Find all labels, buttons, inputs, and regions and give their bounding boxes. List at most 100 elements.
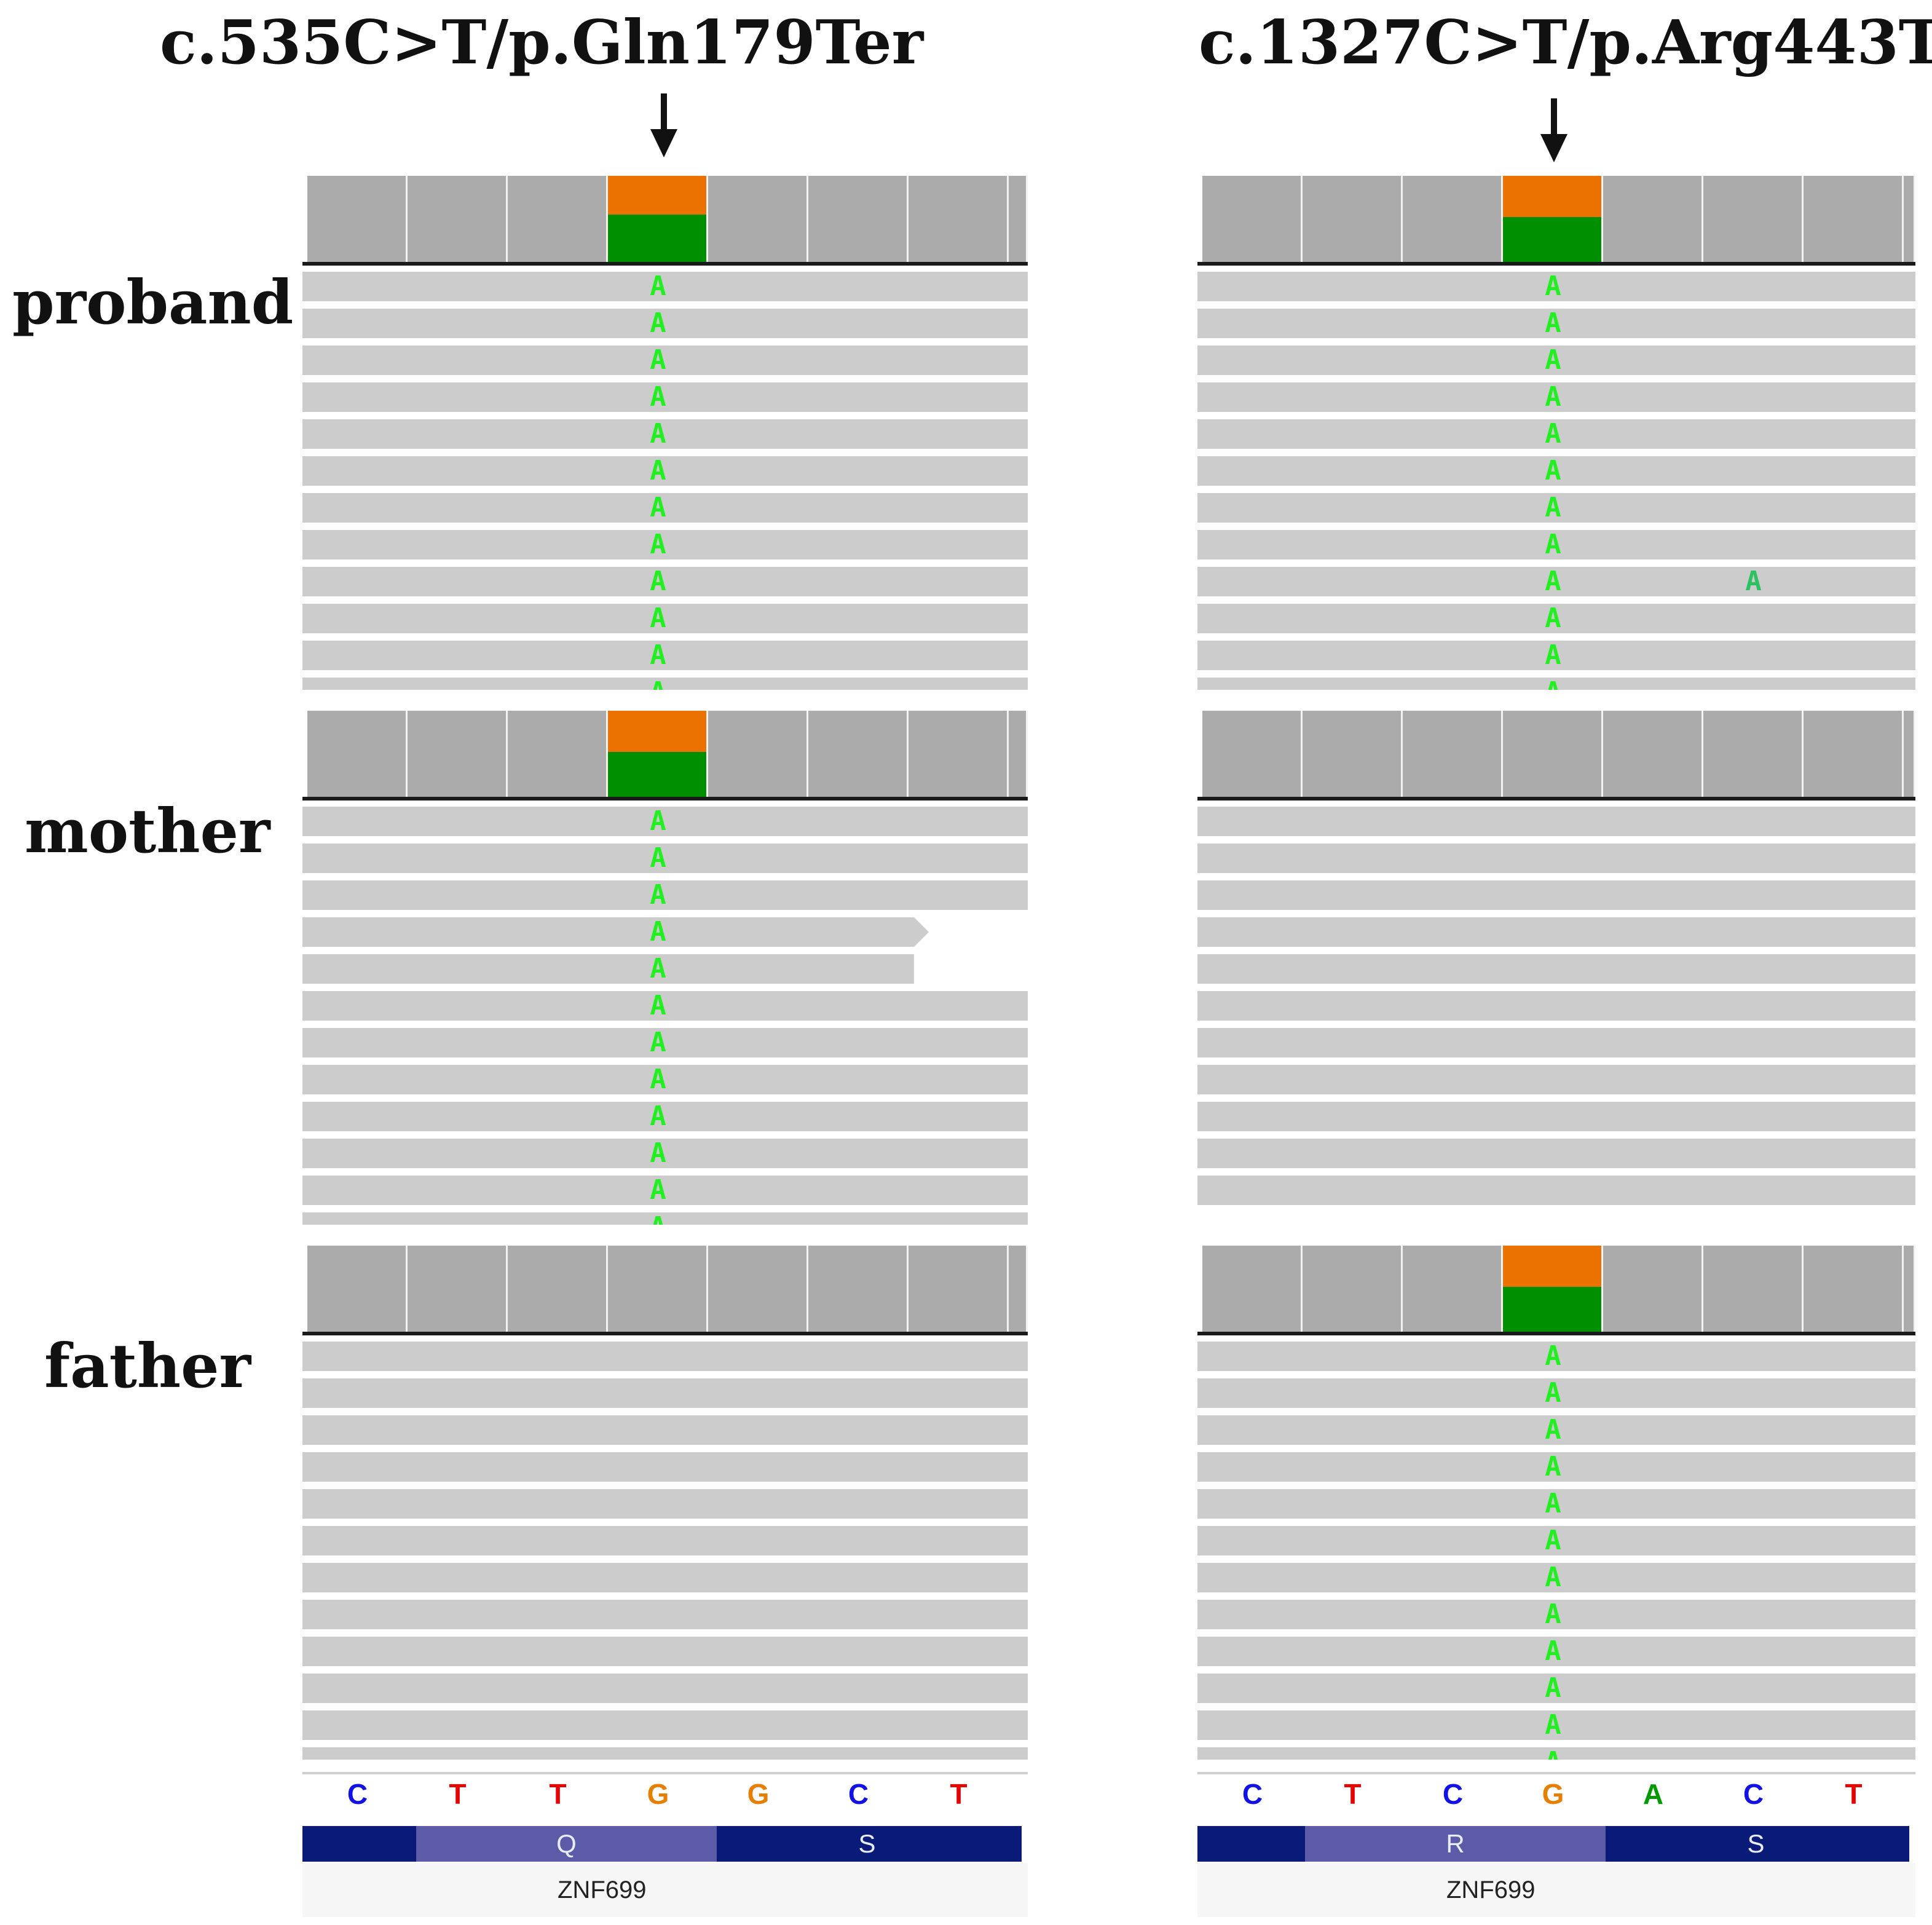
aligned-read[interactable] <box>302 1342 1028 1371</box>
aligned-read[interactable] <box>1197 807 1915 836</box>
aligned-read[interactable] <box>1197 1176 1915 1205</box>
track-separator <box>302 1332 1028 1335</box>
aligned-read[interactable] <box>302 1028 1028 1057</box>
aligned-read[interactable] <box>302 917 914 947</box>
aligned-read[interactable] <box>302 493 1028 523</box>
aligned-read[interactable] <box>1197 917 1915 947</box>
aligned-read[interactable] <box>302 1637 1028 1666</box>
aligned-read[interactable] <box>302 1415 1028 1445</box>
mismatch-base: A <box>650 307 666 339</box>
aligned-read[interactable] <box>302 807 1028 836</box>
coverage-bar <box>1703 711 1804 797</box>
track-mother <box>1197 701 1915 1230</box>
mismatch-base: A <box>640 1212 677 1225</box>
reference-base: C <box>1442 1778 1464 1810</box>
aligned-read[interactable] <box>302 880 1028 910</box>
aligned-read[interactable] <box>1197 419 1915 449</box>
alt-allele-fraction <box>608 752 706 797</box>
aligned-read[interactable] <box>1197 954 1915 984</box>
aligned-read[interactable] <box>1197 346 1915 375</box>
aligned-read[interactable] <box>302 1674 1028 1703</box>
aligned-read[interactable] <box>1197 844 1915 873</box>
aligned-read[interactable] <box>302 1600 1028 1629</box>
aligned-read[interactable] <box>1197 1747 1915 1760</box>
aligned-read[interactable] <box>1197 309 1915 338</box>
aligned-read[interactable] <box>1197 1102 1915 1131</box>
codon-block-light <box>1305 1826 1606 1862</box>
aligned-read[interactable] <box>302 1102 1028 1131</box>
aligned-read[interactable] <box>1197 530 1915 559</box>
aligned-read[interactable] <box>1197 1674 1915 1703</box>
mismatch-base: A <box>1545 344 1561 376</box>
aligned-read[interactable] <box>302 1563 1028 1592</box>
aligned-read[interactable] <box>302 567 1028 596</box>
mismatch-base: A <box>1535 678 1572 690</box>
coverage-allele-bar <box>1503 176 1603 262</box>
ref-allele-fraction <box>608 176 706 215</box>
aligned-read[interactable] <box>1197 1139 1915 1168</box>
aligned-read[interactable] <box>302 1526 1028 1555</box>
aligned-read[interactable] <box>1197 1600 1915 1629</box>
aligned-read[interactable] <box>302 1710 1028 1740</box>
mismatch-base: A <box>650 879 666 911</box>
aligned-read[interactable] <box>302 991 1028 1021</box>
aligned-read[interactable] <box>302 1139 1028 1168</box>
aligned-read[interactable] <box>1197 1415 1915 1445</box>
mismatch-base: A <box>650 807 666 837</box>
aligned-read[interactable] <box>302 272 1028 301</box>
aligned-read[interactable] <box>1197 880 1915 910</box>
mismatch-base: A <box>650 842 666 874</box>
aligned-read[interactable] <box>302 954 914 984</box>
aligned-read[interactable] <box>1197 1342 1915 1371</box>
aligned-read[interactable] <box>1197 493 1915 523</box>
amino-acid-label: Q <box>556 1829 577 1858</box>
mismatch-base: A <box>650 916 666 947</box>
aligned-read[interactable] <box>302 604 1028 633</box>
coverage-bar <box>408 1246 508 1332</box>
aligned-read[interactable] <box>1197 604 1915 633</box>
aligned-read[interactable] <box>302 1065 1028 1094</box>
aligned-read[interactable] <box>302 1378 1028 1408</box>
aligned-read[interactable] <box>302 1452 1028 1482</box>
mismatch-base: A <box>650 639 666 671</box>
aligned-read[interactable] <box>1197 1028 1915 1057</box>
aligned-read[interactable] <box>1197 1563 1915 1592</box>
aligned-read[interactable] <box>1197 456 1915 486</box>
aligned-read[interactable] <box>1197 382 1915 412</box>
aligned-read[interactable] <box>1197 272 1915 301</box>
aligned-read[interactable] <box>302 530 1028 559</box>
aligned-read[interactable] <box>302 1747 1028 1760</box>
aligned-read[interactable] <box>1197 1065 1915 1094</box>
aligned-read[interactable] <box>302 641 1028 670</box>
aligned-read[interactable] <box>1197 1489 1915 1519</box>
aligned-read[interactable] <box>302 1176 1028 1205</box>
aligned-read[interactable] <box>302 678 1028 690</box>
codon-block-dark <box>1606 1826 1906 1862</box>
aligned-read[interactable] <box>1197 991 1915 1021</box>
aligned-read[interactable] <box>1197 567 1915 596</box>
aligned-read[interactable] <box>1197 641 1915 670</box>
aligned-read[interactable] <box>1197 678 1915 690</box>
aligned-read[interactable] <box>1197 1378 1915 1408</box>
aligned-read[interactable] <box>1197 1637 1915 1666</box>
aligned-read[interactable] <box>1197 1452 1915 1482</box>
coverage-allele-bar <box>608 711 708 797</box>
aligned-read[interactable] <box>302 844 1028 873</box>
aligned-read[interactable] <box>302 419 1028 449</box>
aligned-read[interactable] <box>302 1489 1028 1519</box>
aligned-read[interactable] <box>302 1212 1028 1225</box>
aligned-read[interactable] <box>302 456 1028 486</box>
mismatch-base: A <box>1545 418 1561 449</box>
aligned-read[interactable] <box>302 346 1028 375</box>
aligned-read[interactable] <box>1197 1526 1915 1555</box>
coverage-bar <box>1303 711 1403 797</box>
aligned-read[interactable] <box>302 382 1028 412</box>
aligned-read[interactable] <box>302 309 1028 338</box>
aligned-read[interactable] <box>1197 1710 1915 1740</box>
